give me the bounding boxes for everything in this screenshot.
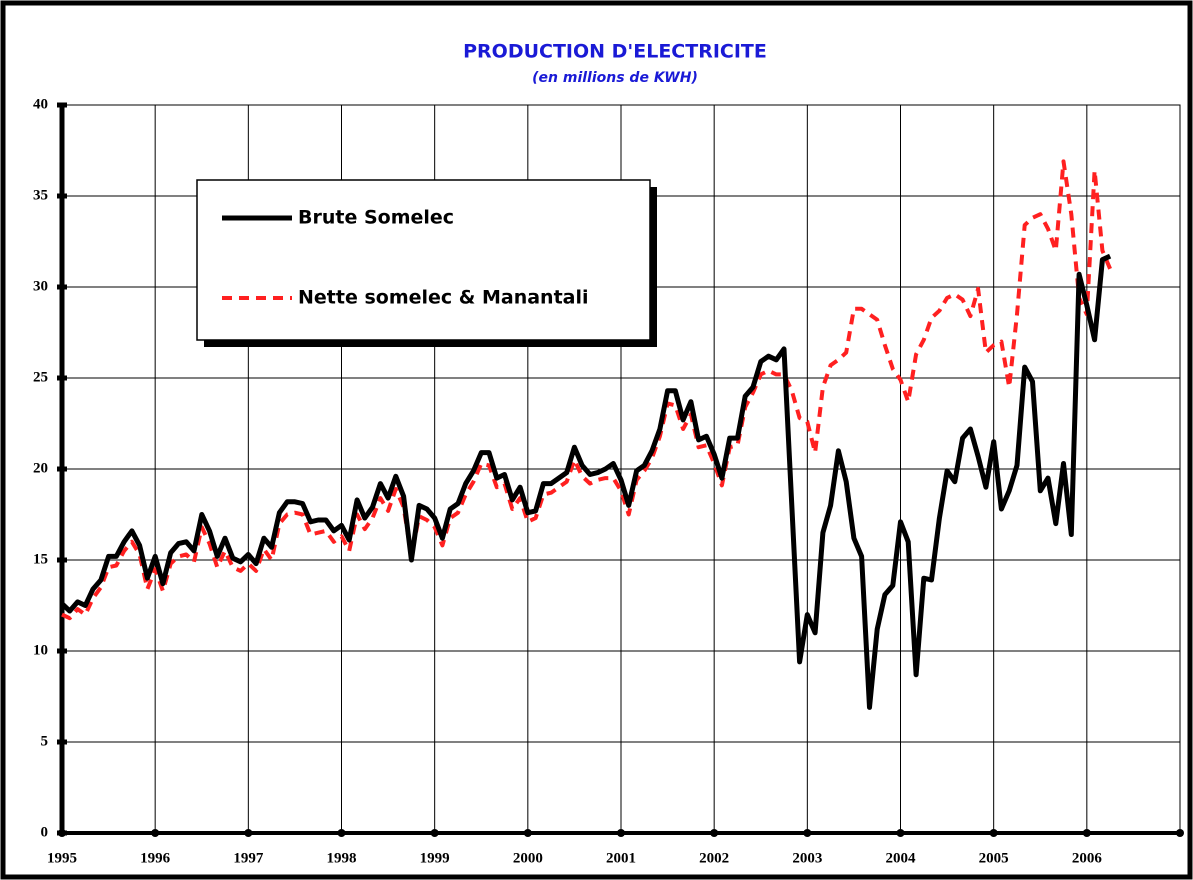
y-tick-label: 15	[33, 551, 48, 567]
legend-label: Brute Somelec	[298, 207, 454, 229]
y-tick-label: 20	[33, 460, 48, 476]
legend-label: Nette somelec & Manantali	[298, 287, 589, 309]
x-tick-label: 2002	[699, 850, 729, 866]
y-tick-label: 10	[33, 642, 48, 658]
x-tick-label: 2000	[513, 850, 543, 866]
x-tick-label: 1999	[420, 850, 450, 866]
y-tick-label: 35	[33, 187, 48, 203]
chart-subtitle: (en millions de KWH)	[532, 70, 698, 86]
x-tick-label: 2001	[606, 850, 636, 866]
series-line	[60, 253, 1112, 710]
chart-title: PRODUCTION D'ELECTRICITE	[463, 41, 767, 63]
x-tick-label: 1997	[233, 850, 264, 866]
lines	[60, 159, 1112, 710]
x-tick-label: 1996	[140, 850, 171, 866]
x-tick-label: 2005	[979, 850, 1009, 866]
legend-box	[196, 179, 651, 341]
y-tick-label: 25	[33, 369, 48, 385]
x-tick-label: 1998	[327, 850, 357, 866]
y-tick-label: 40	[33, 96, 48, 112]
y-tick-label: 30	[33, 278, 48, 294]
y-tick-label: 0	[41, 824, 49, 840]
x-tick-label: 2006	[1072, 850, 1103, 866]
legend: Brute Somelec Nette somelec & Manantali	[196, 179, 657, 347]
x-tick-label: 2003	[792, 850, 822, 866]
x-tick-label: 2004	[886, 850, 917, 866]
y-tick-label: 5	[41, 733, 49, 749]
x-tick-label: 1995	[47, 850, 77, 866]
series-line	[61, 159, 1112, 621]
